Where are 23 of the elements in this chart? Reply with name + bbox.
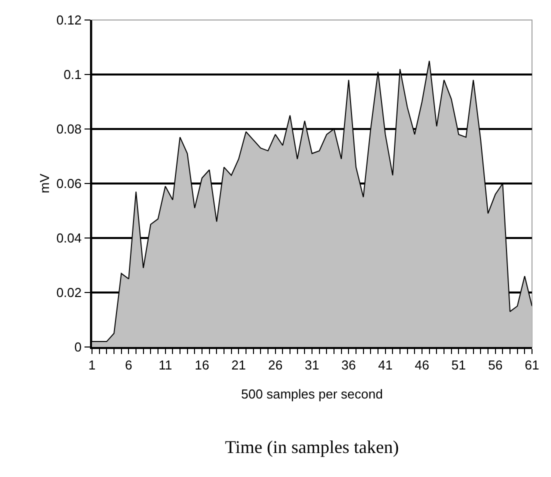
y-tick-label: 0.08 — [56, 122, 82, 137]
x-tick-label: 16 — [194, 357, 210, 372]
x-tick-label: 61 — [524, 357, 540, 372]
x-tick-label: 46 — [414, 357, 430, 372]
y-tick-label: 0 — [74, 340, 82, 355]
x-tick-label: 31 — [304, 357, 320, 372]
x-axis-title: 500 samples per second — [241, 386, 383, 402]
x-tick-label: 56 — [488, 357, 503, 372]
y-tick-label: 0.04 — [56, 230, 82, 246]
y-tick-label: 0.06 — [56, 176, 82, 192]
x-tick-label: 6 — [125, 357, 132, 372]
y-tick-label: 0.02 — [56, 285, 82, 300]
x-tick-label: 41 — [378, 357, 393, 372]
x-tick-label: 26 — [268, 357, 283, 372]
x-tick-label: 11 — [158, 357, 172, 372]
x-tick-label: 21 — [231, 357, 246, 372]
y-axis-title: mV — [36, 173, 52, 194]
text: Time (in samples taken) — [225, 437, 399, 457]
x-tick-label: 51 — [451, 357, 466, 372]
y-tick-label: 0.12 — [56, 12, 82, 28]
x-tick-label: 1 — [88, 357, 96, 372]
y-tick-label: 0.1 — [64, 67, 82, 82]
x-tick-label: 36 — [341, 357, 356, 372]
